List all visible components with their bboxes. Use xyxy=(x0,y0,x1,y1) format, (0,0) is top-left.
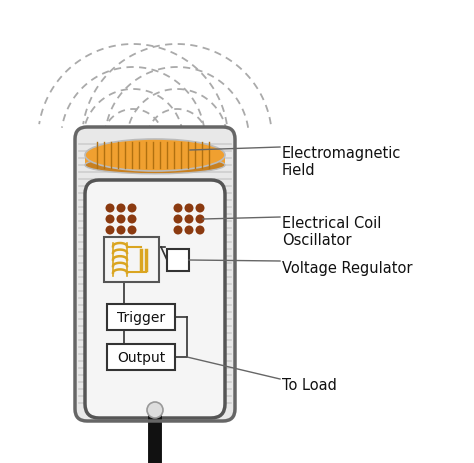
Text: Output: Output xyxy=(117,350,165,364)
Circle shape xyxy=(195,226,204,235)
Text: Electromagnetic
Field: Electromagnetic Field xyxy=(282,146,401,178)
FancyBboxPatch shape xyxy=(75,128,235,421)
Ellipse shape xyxy=(85,157,225,175)
Circle shape xyxy=(147,402,163,418)
Circle shape xyxy=(117,226,126,235)
Circle shape xyxy=(117,204,126,213)
Circle shape xyxy=(106,204,115,213)
Circle shape xyxy=(184,215,193,224)
Ellipse shape xyxy=(85,140,225,172)
Circle shape xyxy=(173,204,182,213)
Circle shape xyxy=(128,215,137,224)
Circle shape xyxy=(106,215,115,224)
Circle shape xyxy=(117,215,126,224)
FancyBboxPatch shape xyxy=(167,250,189,271)
Circle shape xyxy=(184,226,193,235)
Circle shape xyxy=(106,226,115,235)
Circle shape xyxy=(184,204,193,213)
Text: To Load: To Load xyxy=(282,378,337,393)
Text: Electrical Coil
Oscillator: Electrical Coil Oscillator xyxy=(282,216,382,248)
FancyBboxPatch shape xyxy=(85,181,225,418)
Circle shape xyxy=(128,226,137,235)
FancyBboxPatch shape xyxy=(107,304,175,330)
Text: Voltage Regulator: Voltage Regulator xyxy=(282,260,412,275)
Circle shape xyxy=(195,204,204,213)
FancyBboxPatch shape xyxy=(85,156,225,166)
FancyBboxPatch shape xyxy=(104,238,159,282)
FancyBboxPatch shape xyxy=(107,344,175,370)
Circle shape xyxy=(173,215,182,224)
Circle shape xyxy=(195,215,204,224)
Circle shape xyxy=(128,204,137,213)
Text: Trigger: Trigger xyxy=(117,310,165,324)
Circle shape xyxy=(173,226,182,235)
